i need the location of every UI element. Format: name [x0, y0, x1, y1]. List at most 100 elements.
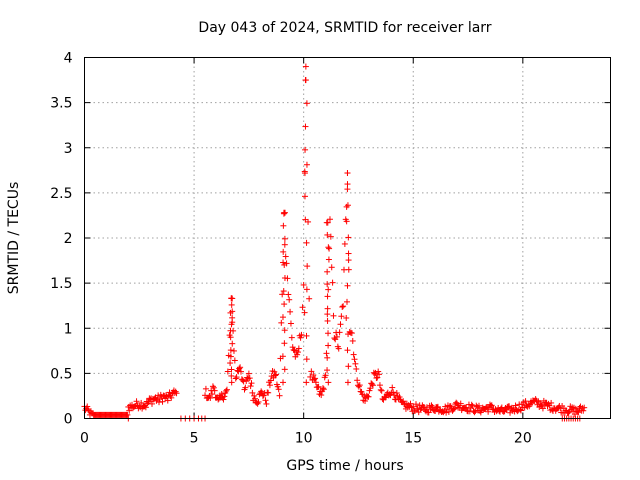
data-point	[338, 313, 345, 320]
data-point	[320, 386, 327, 393]
data-point	[236, 365, 243, 372]
data-point	[207, 395, 214, 402]
y-tick-label: 1	[64, 321, 73, 337]
data-point	[239, 377, 246, 384]
data-point	[345, 266, 352, 273]
y-tick-labels: 0 0.5 1 1.5 2 2.5 3 3.5 4	[50, 51, 72, 428]
data-point	[302, 63, 309, 70]
data-point	[227, 334, 234, 341]
data-point	[246, 375, 253, 382]
data-point	[333, 333, 340, 340]
data-point	[302, 146, 309, 153]
data-point	[315, 383, 322, 390]
data-point	[344, 186, 351, 193]
data-point	[345, 331, 352, 338]
data-point	[339, 303, 346, 310]
data-point	[348, 330, 355, 337]
y-tick-label: 2	[64, 231, 73, 247]
data-point	[325, 342, 332, 349]
data-point	[244, 374, 251, 381]
data-point	[229, 340, 236, 347]
data-point	[302, 216, 309, 223]
data-point	[457, 400, 464, 407]
data-point	[476, 402, 482, 409]
data-point	[432, 408, 439, 415]
data-point	[281, 340, 288, 347]
data-point	[126, 407, 133, 414]
data-point	[335, 345, 342, 352]
data-point	[133, 398, 140, 405]
data-point	[471, 409, 478, 416]
data-point	[337, 321, 344, 328]
data-points	[81, 63, 588, 422]
x-tick-label: 5	[190, 431, 199, 447]
data-point	[323, 350, 330, 357]
data-point	[383, 393, 390, 400]
y-tick-label: 4	[64, 51, 73, 67]
data-point	[211, 387, 218, 394]
data-point	[344, 347, 351, 354]
data-point	[124, 411, 131, 418]
data-point	[279, 353, 286, 360]
x-tick-label: 20	[514, 431, 532, 447]
y-tick-label: 0	[64, 412, 73, 428]
data-point	[281, 235, 288, 242]
data-point	[574, 408, 581, 415]
data-point	[324, 354, 331, 361]
data-point	[281, 241, 288, 248]
data-point	[276, 392, 283, 399]
data-point	[412, 401, 419, 408]
data-point	[303, 161, 310, 168]
data-point	[263, 400, 270, 407]
data-point	[324, 367, 331, 374]
data-point	[325, 330, 332, 337]
data-point	[318, 392, 325, 399]
data-point	[303, 239, 310, 246]
data-point	[209, 383, 216, 390]
data-point	[389, 384, 396, 391]
data-point	[280, 248, 287, 255]
data-point	[304, 263, 311, 270]
data-point	[223, 387, 230, 394]
data-point	[488, 402, 495, 409]
data-point	[84, 403, 91, 410]
data-point	[344, 282, 351, 289]
data-point	[330, 312, 337, 319]
data-point	[331, 335, 338, 342]
data-point	[251, 392, 258, 399]
data-point	[375, 368, 382, 375]
data-point	[372, 369, 379, 376]
data-point	[281, 327, 288, 334]
data-point	[487, 402, 494, 409]
data-point	[281, 274, 288, 281]
data-point	[376, 382, 383, 389]
data-point	[324, 293, 331, 300]
data-point	[285, 291, 292, 298]
data-point	[228, 372, 235, 379]
data-point	[303, 379, 310, 386]
data-point	[220, 396, 227, 403]
data-point	[144, 400, 151, 407]
data-point	[336, 329, 343, 336]
data-point	[343, 314, 350, 321]
data-point	[581, 404, 588, 411]
data-point	[367, 385, 374, 392]
data-point	[343, 298, 350, 305]
data-point	[209, 391, 216, 398]
plot-frame	[84, 57, 611, 419]
data-point	[345, 363, 352, 370]
data-point	[434, 403, 441, 410]
data-point	[522, 398, 529, 405]
data-point	[345, 257, 352, 264]
data-point	[289, 344, 296, 351]
data-point	[258, 388, 265, 395]
y-tick-label: 3	[64, 141, 73, 157]
data-point	[279, 291, 286, 298]
data-point	[425, 409, 432, 416]
data-point	[142, 404, 149, 411]
data-point	[329, 279, 336, 286]
data-point	[229, 308, 236, 315]
data-point	[228, 379, 235, 386]
data-point	[512, 402, 519, 409]
